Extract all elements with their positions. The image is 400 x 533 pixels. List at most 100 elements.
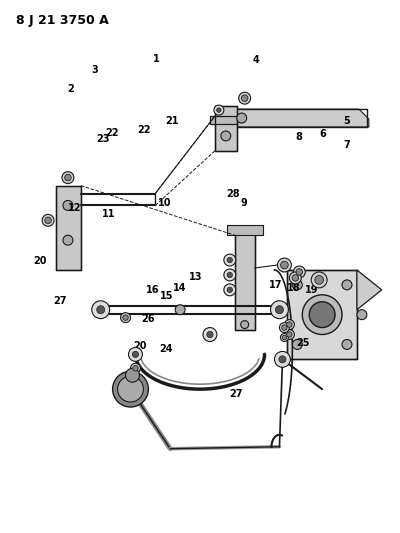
Circle shape — [118, 376, 143, 402]
Text: 8: 8 — [296, 132, 303, 142]
Circle shape — [278, 258, 291, 272]
Circle shape — [270, 301, 288, 319]
Circle shape — [280, 261, 288, 269]
Circle shape — [282, 325, 287, 330]
Text: 11: 11 — [102, 208, 115, 219]
Text: 15: 15 — [160, 290, 173, 301]
Polygon shape — [287, 270, 357, 359]
Polygon shape — [215, 106, 237, 151]
Text: 26: 26 — [142, 314, 155, 325]
Polygon shape — [235, 230, 255, 329]
Text: 20: 20 — [134, 341, 147, 351]
Text: 6: 6 — [320, 129, 326, 139]
Polygon shape — [56, 185, 81, 270]
Text: 22: 22 — [138, 125, 151, 135]
Polygon shape — [225, 109, 369, 127]
Circle shape — [287, 332, 292, 337]
Circle shape — [241, 321, 249, 328]
Text: 24: 24 — [160, 344, 173, 353]
Text: 16: 16 — [146, 285, 159, 295]
Text: 13: 13 — [189, 272, 203, 282]
Circle shape — [227, 257, 232, 263]
Text: 8 J 21 3750 A: 8 J 21 3750 A — [16, 14, 109, 27]
Circle shape — [203, 328, 217, 342]
Circle shape — [284, 329, 294, 340]
Circle shape — [309, 302, 335, 328]
Circle shape — [63, 235, 73, 245]
Circle shape — [133, 366, 138, 371]
Circle shape — [217, 108, 221, 112]
Circle shape — [207, 332, 213, 337]
Text: 23: 23 — [96, 134, 110, 144]
Text: 28: 28 — [226, 189, 240, 199]
Circle shape — [274, 351, 290, 367]
Circle shape — [224, 284, 236, 296]
Circle shape — [45, 217, 51, 224]
Text: 1: 1 — [153, 54, 160, 64]
Polygon shape — [227, 225, 262, 235]
Text: 19: 19 — [304, 285, 318, 295]
Circle shape — [113, 372, 148, 407]
Circle shape — [227, 287, 232, 293]
Circle shape — [280, 322, 289, 333]
Text: 27: 27 — [229, 389, 242, 399]
Circle shape — [242, 95, 248, 101]
Circle shape — [237, 113, 247, 123]
Circle shape — [311, 272, 327, 288]
Circle shape — [126, 368, 140, 382]
Circle shape — [175, 305, 185, 314]
Text: 3: 3 — [91, 64, 98, 75]
Circle shape — [221, 131, 231, 141]
Circle shape — [130, 364, 140, 373]
Circle shape — [120, 313, 130, 322]
Circle shape — [279, 356, 286, 363]
Circle shape — [284, 320, 294, 329]
Text: 7: 7 — [344, 140, 350, 150]
Text: 10: 10 — [158, 198, 171, 208]
Circle shape — [282, 335, 286, 340]
Circle shape — [132, 351, 138, 358]
Circle shape — [128, 348, 142, 361]
Polygon shape — [210, 116, 237, 124]
Circle shape — [296, 269, 302, 275]
Circle shape — [342, 280, 352, 290]
Circle shape — [289, 272, 301, 284]
Text: 22: 22 — [105, 128, 118, 138]
Text: 18: 18 — [286, 282, 300, 293]
Text: 20: 20 — [34, 256, 47, 266]
Text: 4: 4 — [252, 55, 259, 65]
Text: 25: 25 — [296, 338, 310, 348]
Circle shape — [224, 254, 236, 266]
Circle shape — [227, 272, 232, 278]
Circle shape — [292, 340, 302, 350]
Circle shape — [42, 214, 54, 227]
Circle shape — [276, 306, 284, 314]
Circle shape — [65, 174, 71, 181]
Text: 9: 9 — [240, 198, 247, 208]
Circle shape — [342, 340, 352, 350]
Text: 14: 14 — [173, 282, 187, 293]
Circle shape — [123, 315, 128, 320]
Polygon shape — [357, 270, 382, 310]
Text: 5: 5 — [344, 116, 350, 126]
Circle shape — [97, 306, 105, 314]
Circle shape — [224, 269, 236, 281]
Circle shape — [62, 172, 74, 183]
Text: 17: 17 — [269, 280, 282, 290]
Circle shape — [302, 295, 342, 335]
Circle shape — [239, 92, 251, 104]
Circle shape — [287, 322, 292, 327]
Circle shape — [293, 266, 305, 278]
Text: 27: 27 — [54, 296, 67, 306]
Text: 2: 2 — [68, 84, 74, 94]
Circle shape — [280, 334, 288, 342]
Circle shape — [315, 276, 324, 284]
Circle shape — [214, 105, 224, 115]
Text: 21: 21 — [166, 116, 179, 126]
Circle shape — [92, 301, 110, 319]
Text: 12: 12 — [68, 203, 82, 213]
Circle shape — [63, 200, 73, 211]
Circle shape — [292, 280, 302, 290]
Circle shape — [292, 274, 299, 281]
Circle shape — [357, 310, 367, 320]
